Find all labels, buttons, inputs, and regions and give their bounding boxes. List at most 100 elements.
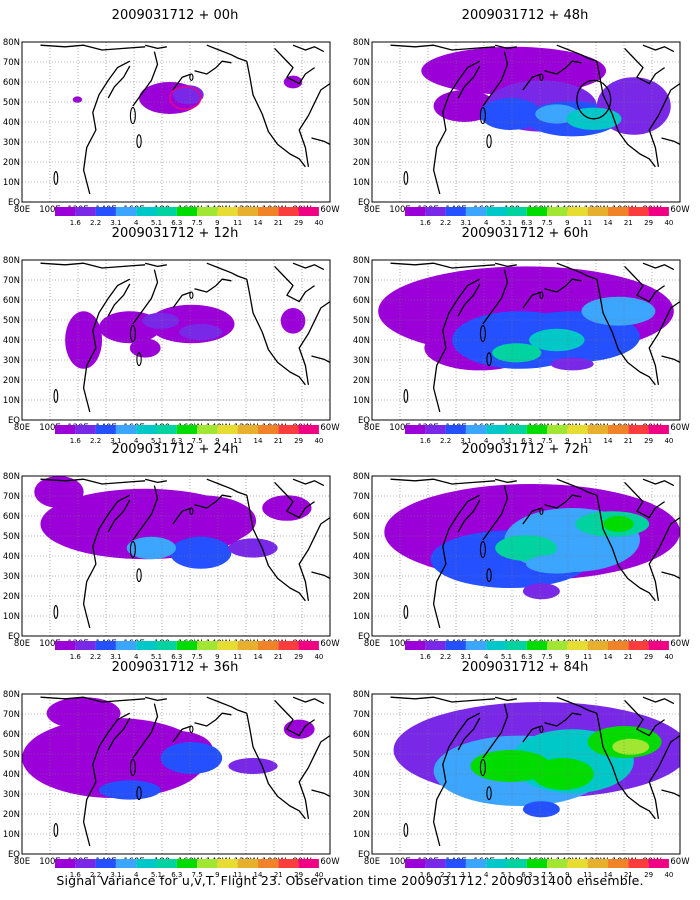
colorbar-swatch (628, 641, 649, 650)
island (486, 568, 492, 583)
colorbar-label: 3.1 (110, 653, 121, 661)
colorbar-swatch (405, 641, 426, 650)
panel-map: 80N70N60N50N40N30N20N10NEQ80E100E120E140… (353, 690, 690, 879)
colorbar-label: 9 (215, 219, 219, 227)
colorbar-swatch (425, 425, 446, 434)
colorbar-label: 4 (484, 219, 489, 227)
colorbar-label: 2.2 (90, 437, 101, 445)
coastlines (390, 696, 680, 847)
coastline (40, 478, 146, 485)
y-tick-label: 10N (353, 612, 370, 622)
colorbar-label: 11 (583, 437, 592, 445)
x-tick-label: 100E (39, 857, 61, 867)
colorbar-swatch (298, 425, 319, 434)
variance-blob (280, 308, 306, 334)
colorbar-swatch (197, 859, 218, 868)
coastline (246, 495, 306, 602)
colorbar-label: 40 (314, 219, 323, 227)
coastline (172, 291, 192, 309)
colorbar-label: 11 (233, 219, 242, 227)
map-frame (371, 41, 681, 203)
island (403, 823, 409, 837)
colorbar-swatch (506, 207, 527, 216)
colorbar-swatch (547, 641, 568, 650)
colorbar-swatch (587, 425, 608, 434)
y-tick-label: 80N (353, 472, 370, 482)
coastline (132, 485, 159, 541)
x-tick-label: 80E (14, 205, 30, 215)
colorbar-label: 9 (215, 871, 219, 879)
coastlines (40, 478, 330, 629)
y-tick-label: 40N (3, 552, 20, 562)
island (403, 171, 409, 185)
colorbar-label: 5.1 (501, 437, 512, 445)
colorbar-swatch (156, 641, 177, 650)
coastline (274, 265, 315, 303)
colorbar-swatch (547, 425, 568, 434)
x-tick-label: 60W (320, 205, 340, 215)
colorbar-swatch (486, 859, 507, 868)
variance-blob (492, 343, 542, 363)
coastline (206, 478, 248, 496)
variance-blob (532, 758, 594, 790)
coastline (390, 262, 496, 269)
y-tick-label: 40N (353, 336, 370, 346)
colorbar-swatch (156, 425, 177, 434)
colorbar-label: 40 (314, 653, 323, 661)
y-tick-label: 50N (3, 98, 20, 108)
y-tick-label: EQ (8, 198, 20, 208)
variance-blob (603, 516, 634, 532)
colorbar-swatch (506, 425, 527, 434)
map-frame (371, 259, 681, 421)
coastlines (390, 44, 680, 195)
colorbar-label: 40 (664, 653, 673, 661)
y-tick-label: 30N (3, 572, 20, 582)
coastline (390, 696, 496, 703)
coastline (624, 265, 665, 303)
colorbar-label: 29 (294, 219, 303, 227)
y-tick-label: 10N (353, 830, 370, 840)
colorbar-swatch (278, 859, 299, 868)
colorbar-label: 29 (644, 219, 653, 227)
y-tick-label: 10N (353, 178, 370, 188)
coastline (642, 696, 675, 705)
coastline (432, 712, 481, 847)
y-tick-label: 10N (353, 396, 370, 406)
coastline (556, 262, 598, 280)
y-tick-label: EQ (8, 850, 20, 860)
panel-00h: 2009031712 + 00h 80N 70N 60N 50N 40N 30N 20N 10… (0, 8, 350, 230)
y-tick-label: 70N (353, 58, 370, 68)
coastline (596, 61, 656, 168)
island (539, 507, 544, 515)
y-tick-label: 50N (353, 98, 370, 108)
panel-title: 2009031712 + 72h (461, 442, 589, 457)
panel-72h: 2009031712 + 72h 80N 70N 60N 50N 40N 30N 20N 10… (350, 442, 700, 664)
island (539, 291, 544, 299)
colorbar-label: 2.2 (440, 437, 451, 445)
panel-36h: 2009031712 + 36h 80N 70N 60N 50N 40N 30N 20N 10… (0, 660, 350, 882)
colorbar-swatch (176, 641, 198, 650)
colorbar-swatch (197, 207, 218, 216)
island (539, 725, 544, 733)
colorbar-label: 5.1 (151, 653, 162, 661)
colorbar-label: 40 (314, 871, 323, 879)
panel-24h: 2009031712 + 24h 80N 70N 60N 50N 40N 30N 20N 10… (0, 442, 350, 664)
colorbar-swatch (298, 207, 319, 216)
coastline (40, 696, 146, 703)
y-tick-label: 30N (353, 790, 370, 800)
island (129, 759, 136, 777)
coastline (522, 291, 542, 309)
y-tick-label: EQ (358, 850, 370, 860)
colorbar-label: 14 (254, 871, 263, 879)
colorbar-label: 7.5 (542, 219, 553, 227)
coastline (495, 478, 517, 484)
island (403, 605, 409, 619)
colorbar-label: 5.1 (151, 219, 162, 227)
x-tick-label: 80E (364, 205, 380, 215)
map-frame (21, 259, 331, 421)
colorbar-label: 21 (624, 653, 633, 661)
coastline (145, 262, 167, 268)
colorbar-swatch (75, 641, 96, 650)
island (486, 786, 492, 801)
colorbar-swatch (445, 207, 466, 216)
